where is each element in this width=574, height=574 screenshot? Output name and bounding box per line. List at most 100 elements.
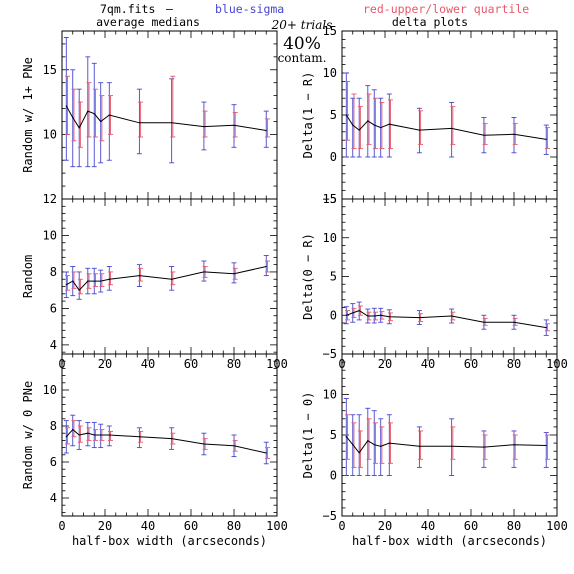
y-tick-label: 10 [323,66,337,80]
y-axis-label: Delta(1 − 0) [301,392,315,479]
x-tick-label: 60 [184,357,198,371]
x-tick-label: 100 [266,519,288,533]
x-tick-label: 60 [464,357,478,371]
median-point [373,444,375,446]
median-point [367,315,369,317]
median-point [265,265,267,268]
median-point [87,110,89,112]
y-tick-label: 15 [43,63,57,77]
panel-frame [341,198,558,355]
median-point [388,123,390,125]
median-point [138,122,140,124]
y-tick-label: 4 [50,338,57,352]
x-tick-label: 0 [58,519,65,533]
median-point [108,114,110,116]
y-tick-label: −5 [323,347,337,361]
y-axis-label: Random w/ 0 PNe [21,381,35,489]
median-point [87,432,89,434]
median-point [233,273,235,275]
x-tick-label: 80 [227,519,241,533]
median-point [65,105,67,107]
median-point [100,434,102,436]
median-point [72,429,74,431]
median-point [93,434,95,436]
x-tick-label: 40 [421,357,435,371]
median-point [380,445,382,447]
median-point [72,280,74,282]
trials-label: 20+ trials [271,18,333,32]
x-tick-label: 20 [98,519,112,533]
panel-right-top: −5 0 5 10 15 Delta(1 − R) [301,24,558,206]
median-series-line [346,310,547,329]
median-point [78,127,80,129]
median-series-line [65,105,267,131]
median-point [451,127,453,130]
x-tick-label: 20 [98,357,112,371]
legend-blue-sigma: blue-sigma [215,2,284,16]
median-series-line [65,428,267,454]
median-point [545,444,547,447]
median-point [65,436,67,438]
median-point [352,124,354,126]
median-point [513,133,515,135]
y-tick-label: 5 [330,428,337,442]
median-point [367,440,369,442]
y-tick-label: 0 [330,150,337,164]
x-tick-label: 100 [546,519,568,533]
median-point [138,436,140,438]
median-point [100,120,102,123]
y-axis-label: Random [21,255,35,298]
y-tick-label: 5 [330,108,337,122]
median-point [358,310,360,312]
y-tick-label: 6 [50,455,57,469]
y-tick-label: 10 [323,231,337,245]
median-point [513,321,515,323]
x-tick-label: 40 [141,357,155,371]
y-axis-label: Random w/ 1+ PNe [21,57,35,173]
median-point [203,271,205,273]
legend-red-quartile: red-upper/lower quartile [363,2,529,16]
median-point [545,138,547,140]
median-series-line [66,266,267,291]
median-point [483,134,485,136]
median-point [358,452,360,454]
y-tick-label: 10 [43,383,57,397]
y-tick-label: 15 [323,24,337,38]
median-point [513,444,515,446]
median-point [373,124,375,126]
median-point [171,278,173,280]
x-tick-label: 60 [184,519,198,533]
median-point [65,284,67,286]
median-point [380,314,382,316]
median-point [233,124,235,126]
figure-header: 7qm.fits — blue-sigma red-upper/lower qu… [96,2,529,65]
y-tick-label: 0 [330,308,337,322]
median-point [388,442,390,444]
filename-label: 7qm.fits [100,2,155,16]
y-tick-label: 8 [50,265,57,279]
header-dash: — [166,2,173,16]
x-tick-label: 20 [378,519,392,533]
y-tick-label: 12 [43,192,57,206]
median-point [373,315,375,317]
median-point [87,280,89,282]
contamination-percent: 40% [283,34,321,54]
right-column-title: delta plots [392,15,468,29]
y-tick-label: 0 [330,469,337,483]
y-axis-label: Delta(1 − R) [301,72,315,159]
y-tick-label: 6 [50,301,57,315]
y-tick-label: −5 [323,192,337,206]
x-axis-label: half-box width (arcseconds) [352,534,547,548]
median-series-line [345,114,547,140]
median-point [203,126,205,128]
median-series-line [345,436,547,454]
median-point [345,436,347,438]
median-point [108,434,110,436]
median-point [345,114,347,116]
y-axis-label: Delta(0 − R) [301,233,315,320]
median-point [380,127,382,129]
median-point [451,445,453,447]
